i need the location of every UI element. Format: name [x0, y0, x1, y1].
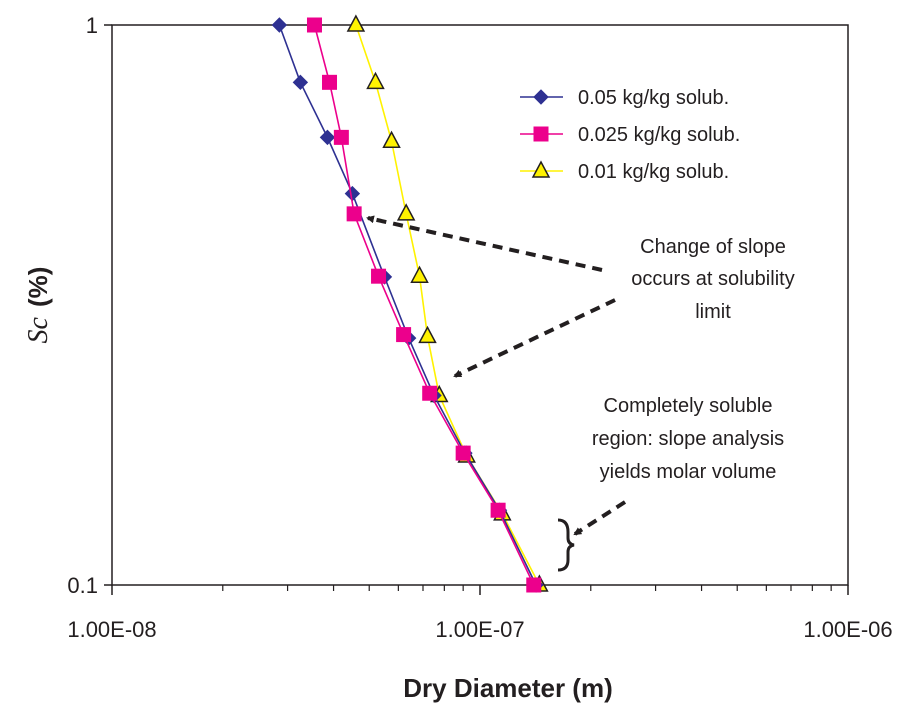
point-diamond	[292, 74, 309, 91]
y-tick-label: 0.1	[67, 573, 98, 598]
point-square	[533, 126, 549, 142]
point-triangle	[396, 203, 416, 221]
point-diamond	[319, 129, 336, 146]
curly-brace-icon	[557, 518, 575, 572]
point-square	[371, 268, 387, 284]
annotation-line: region: slope analysis	[592, 428, 784, 450]
point-square	[526, 577, 542, 593]
annotation-line: Completely soluble	[604, 395, 773, 417]
series-line	[278, 24, 537, 586]
legend-label: 0.025 kg/kg solub.	[578, 124, 740, 146]
series-line	[313, 24, 535, 586]
point-square	[346, 206, 362, 222]
x-tick-label: 1.00E-07	[435, 617, 524, 642]
point-square	[396, 327, 412, 343]
y-axis-title-symbol: Sc	[23, 316, 54, 343]
annotation-slope-change: Change of slope occurs at solubility lim…	[366, 215, 795, 378]
y-tick-label: 1	[86, 13, 98, 38]
plot-area	[111, 24, 849, 586]
point-triangle	[531, 160, 551, 178]
point-triangle	[346, 14, 366, 32]
legend: 0.05 kg/kg solub. 0.025 kg/kg solub. 0.01 …	[520, 87, 740, 183]
point-triangle	[418, 325, 437, 344]
point-triangle	[382, 130, 401, 149]
annotation-line: limit	[695, 301, 731, 323]
point-square	[422, 385, 438, 401]
point-diamond	[271, 17, 288, 33]
x-axis-ticks: 1.00E-08 1.00E-07 1.00E-06	[67, 585, 893, 642]
annotation-line: occurs at solubility	[631, 268, 794, 290]
legend-label: 0.01 kg/kg solub.	[578, 161, 729, 183]
annotation-arrow	[573, 500, 627, 536]
annotation-line: Change of slope	[640, 236, 786, 258]
y-axis-title-unit: (%)	[23, 267, 53, 307]
x-axis-minor-ticks	[222, 585, 832, 591]
annotation-arrow	[366, 215, 603, 272]
point-square	[322, 74, 338, 90]
annotation-arrow	[453, 298, 616, 378]
y-axis-ticks: 0.11	[67, 13, 112, 598]
point-square	[306, 17, 322, 33]
point-triangle	[366, 71, 385, 90]
x-axis-title: Dry Diameter (m)	[403, 673, 613, 703]
series-layer	[271, 14, 549, 593]
x-tick-label: 1.00E-08	[67, 617, 156, 642]
x-tick-label: 1.00E-06	[803, 617, 892, 642]
annotation-line: yields molar volume	[600, 461, 777, 483]
point-triangle	[410, 265, 429, 283]
point-square	[490, 502, 506, 518]
point-diamond	[533, 89, 549, 105]
legend-label: 0.05 kg/kg solub.	[578, 87, 729, 109]
point-square	[333, 129, 349, 145]
point-square	[455, 445, 471, 461]
annotation-soluble-region: Completely soluble region: slope analysi…	[557, 395, 784, 572]
y-axis-title: Sc (%)	[23, 267, 54, 344]
series-1	[306, 17, 542, 593]
